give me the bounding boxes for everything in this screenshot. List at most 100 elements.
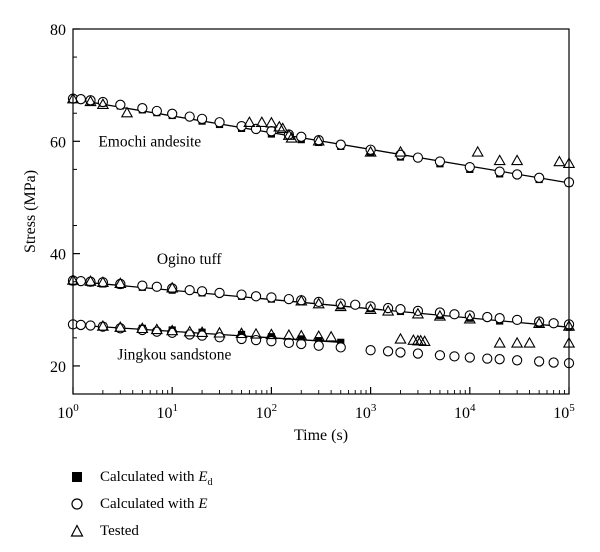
data-point-circle	[250, 123, 262, 135]
data-point-circle	[482, 353, 493, 364]
data-point-circle	[167, 327, 178, 338]
data-point-triangle	[114, 277, 127, 289]
data-point-circle	[335, 342, 346, 353]
data-point-triangle	[150, 323, 163, 335]
data-point-circle	[151, 281, 162, 292]
data-point-triangle	[463, 312, 476, 324]
data-point-triangle	[96, 98, 110, 109]
data-point-circle	[494, 166, 505, 177]
data-point-circle	[296, 338, 307, 350]
x-tick-label: 100	[57, 402, 79, 422]
data-point-triangle	[324, 330, 338, 342]
data-point-triangle	[166, 324, 179, 336]
data-point-circle	[75, 319, 87, 331]
data-point-circle	[283, 337, 295, 349]
data-point-triangle	[249, 327, 263, 339]
data-point-triangle	[84, 274, 97, 286]
data-point-circle	[365, 345, 376, 356]
data-point-triangle	[394, 145, 407, 157]
data-point-circle	[214, 287, 225, 299]
data-point-circle	[85, 320, 96, 331]
data-point-circle	[412, 152, 424, 163]
data-point-triangle	[84, 95, 97, 107]
data-point-triangle	[285, 131, 298, 143]
data-point-triangle	[471, 145, 484, 157]
data-point-triangle	[195, 326, 209, 337]
data-point-circle	[464, 161, 475, 173]
data-point-circle	[335, 139, 346, 150]
data-point-circle	[137, 103, 148, 114]
data-point-circle	[313, 296, 324, 308]
data-point-triangle	[532, 317, 546, 328]
filled-square-icon	[72, 472, 82, 482]
data-point-triangle	[510, 336, 524, 348]
data-point-circle	[511, 169, 523, 180]
data-point-circle	[482, 311, 493, 323]
y-tick-label: 80	[50, 22, 66, 39]
legend-label: Tested	[100, 523, 139, 539]
data-point-triangle	[510, 154, 524, 166]
data-point-circle	[137, 280, 148, 291]
data-point-circle	[412, 348, 424, 359]
data-point-triangle	[414, 334, 427, 346]
open-triangle-icon	[70, 524, 84, 537]
data-point-circle	[350, 299, 361, 310]
data-point-triangle	[493, 336, 506, 348]
legend-label: Calculated with Ed	[100, 469, 213, 488]
data-point-circle	[533, 316, 545, 327]
data-point-triangle	[394, 332, 407, 344]
data-point-circle	[250, 291, 262, 302]
x-axis-title: Time (s)	[294, 427, 348, 444]
data-point-triangle	[364, 303, 377, 314]
data-point-circle	[236, 333, 247, 345]
data-point-triangle	[381, 304, 395, 316]
data-point-triangle	[312, 297, 325, 309]
data-point-circle	[283, 293, 295, 305]
data-point-triangle	[276, 122, 289, 134]
axes: 20 40 60 80 100 101 102 103 104 105 Time (s) Stress…	[22, 22, 575, 444]
data-point-triangle	[312, 329, 325, 341]
data-point-triangle	[418, 335, 431, 346]
x-tick-label: 104	[454, 402, 476, 422]
data-point-circle	[511, 355, 523, 366]
data-point-circle	[167, 108, 178, 119]
data-point-triangle	[334, 300, 347, 312]
data-point-circle	[434, 156, 446, 167]
data-point-circle	[250, 334, 262, 346]
data-point-circle	[214, 117, 225, 128]
annotation-label: Emochi andesite	[98, 133, 201, 150]
data-point-circle	[266, 292, 277, 303]
data-point-circle	[313, 135, 324, 146]
x-tick-label: 102	[256, 402, 278, 422]
annotation-label: Jingkou sandstone	[117, 347, 231, 364]
data-point-triangle	[243, 116, 256, 127]
data-point-circle	[434, 350, 446, 361]
annotation-label: Ogino tuff	[157, 251, 223, 268]
data-point-triangle	[96, 319, 110, 331]
data-point-triangle	[183, 325, 196, 337]
y-axis-title: Stress (MPa)	[22, 170, 39, 253]
data-point-circle	[395, 347, 406, 358]
data-point-circle	[196, 286, 208, 297]
data-point-circle	[395, 304, 406, 315]
legend-label: Calculated with E	[100, 496, 208, 512]
y-tick-label: 40	[50, 247, 66, 264]
x-tick-label: 101	[156, 402, 178, 422]
data-point-triangle	[273, 120, 286, 132]
data-point-triangle	[235, 327, 248, 339]
data-point-triangle	[96, 276, 110, 287]
data-markers	[66, 92, 576, 369]
data-point-circle	[196, 113, 208, 124]
data-point-circle	[511, 314, 523, 326]
data-point-circle	[533, 172, 545, 183]
annotations: Emochi andesite Ogino tuff Jingkou sandsto…	[98, 133, 231, 363]
data-point-circle	[548, 318, 559, 329]
y-tick-label: 60	[50, 134, 66, 151]
data-point-triangle	[120, 106, 134, 118]
data-point-circle	[449, 351, 460, 362]
data-point-triangle	[312, 134, 325, 146]
data-point-triangle	[255, 116, 268, 127]
data-point-circle	[464, 352, 475, 363]
data-point-circle	[494, 313, 505, 324]
data-point-circle	[151, 105, 162, 117]
